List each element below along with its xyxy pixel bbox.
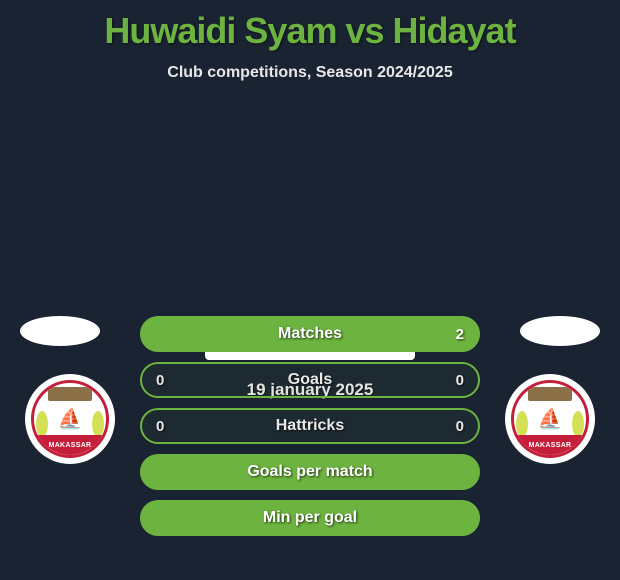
content-area: ⛵ MAKASSAR ⛵ MAKASSAR Matches 2 0 Goals … bbox=[0, 316, 620, 400]
stat-row-hattricks: 0 Hattricks 0 bbox=[140, 408, 480, 444]
club-badge-left: ⛵ MAKASSAR bbox=[25, 374, 115, 464]
subtitle: Club competitions, Season 2024/2025 bbox=[0, 64, 620, 82]
stat-row-matches: Matches 2 bbox=[140, 316, 480, 352]
stat-right-value: 0 bbox=[456, 418, 464, 435]
stat-label: Goals bbox=[288, 371, 332, 389]
ship-icon: ⛵ bbox=[538, 407, 563, 432]
badge-left-text: MAKASSAR bbox=[49, 442, 92, 449]
stat-right-value: 2 bbox=[456, 326, 464, 343]
stat-label: Matches bbox=[278, 325, 342, 343]
club-badge-right: ⛵ MAKASSAR bbox=[505, 374, 595, 464]
stat-label: Goals per match bbox=[247, 463, 372, 481]
player-left-placeholder bbox=[20, 316, 100, 346]
stat-label: Hattricks bbox=[276, 417, 344, 435]
stat-label: Min per goal bbox=[263, 509, 357, 527]
stat-row-min-per-goal: Min per goal bbox=[140, 500, 480, 536]
ship-icon: ⛵ bbox=[58, 407, 83, 432]
stats-column: Matches 2 0 Goals 0 0 Hattricks 0 Goals … bbox=[140, 316, 480, 546]
player-right-placeholder bbox=[520, 316, 600, 346]
stat-left-value: 0 bbox=[156, 372, 164, 389]
stat-row-goals: 0 Goals 0 bbox=[140, 362, 480, 398]
page-title: Huwaidi Syam vs Hidayat bbox=[0, 0, 620, 52]
stat-right-value: 0 bbox=[456, 372, 464, 389]
stat-left-value: 0 bbox=[156, 418, 164, 435]
badge-right-text: MAKASSAR bbox=[529, 442, 572, 449]
stat-row-goals-per-match: Goals per match bbox=[140, 454, 480, 490]
